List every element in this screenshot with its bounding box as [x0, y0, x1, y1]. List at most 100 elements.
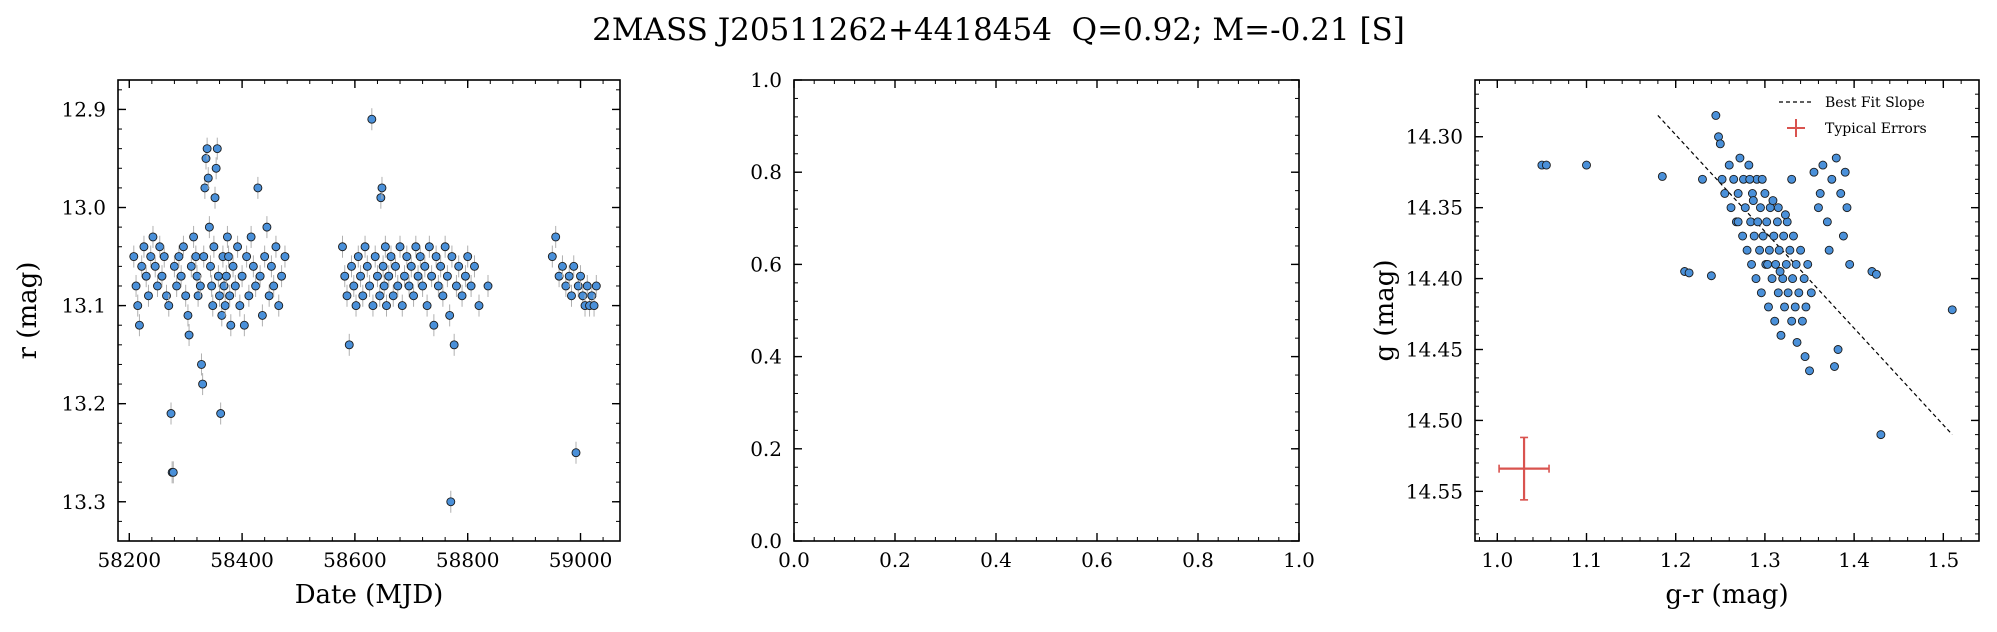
data-point: [141, 271, 151, 281]
data-point: [1801, 302, 1811, 312]
y-axis-label: r (mag): [13, 262, 43, 360]
data-point: [225, 291, 235, 301]
data-point: [1792, 337, 1802, 347]
data-point: [438, 291, 448, 301]
data-point: [386, 252, 396, 262]
panel-lightcurve: 58200 58400 58600 58800 59000 12.9 13.0 13.1 13.…: [13, 79, 621, 610]
data-point: [1805, 366, 1814, 376]
data-point: [1757, 174, 1767, 184]
data-point: [449, 340, 459, 350]
data-point: [134, 320, 144, 330]
data-point: [1789, 231, 1798, 241]
data-point: [1871, 269, 1881, 279]
data-point: [1773, 288, 1783, 298]
data-point: [206, 261, 215, 271]
data-point: [338, 242, 347, 252]
data-point: [1831, 153, 1841, 163]
y-tick-label: 12.9: [61, 97, 106, 121]
data-point: [379, 281, 389, 291]
data-point: [340, 271, 350, 281]
data-point: [442, 271, 452, 281]
data-point: [1771, 259, 1781, 269]
data-point: [409, 291, 419, 301]
y-axis-label: g (mag): [1370, 260, 1400, 362]
y-tick-label: 0.8: [750, 160, 782, 184]
data-point: [377, 183, 387, 193]
data-point: [174, 252, 184, 262]
data-point: [1749, 231, 1759, 241]
x-tick-label: 1.3: [1749, 548, 1781, 572]
data-point: [162, 291, 171, 301]
data-point: [1797, 316, 1807, 326]
data-point: [1809, 167, 1819, 177]
data-point: [368, 301, 378, 311]
data-point: [1780, 302, 1789, 312]
x-tick-label: 1.0: [1481, 548, 1513, 572]
data-point: [420, 261, 430, 271]
data-point: [554, 271, 564, 281]
y-tick-label: 1.0: [750, 68, 782, 92]
data-point: [242, 252, 252, 262]
data-point: [1845, 259, 1855, 269]
data-point: [1684, 268, 1694, 278]
data-point: [1794, 288, 1804, 298]
data-point: [384, 271, 394, 281]
figure-title: 2MASS J20511262+4418454 Q=0.92; M=-0.21 …: [592, 12, 1405, 48]
data-point: [137, 261, 147, 271]
data-point: [280, 252, 290, 262]
data-point: [235, 301, 245, 311]
data-point: [466, 281, 476, 291]
data-point: [230, 281, 240, 291]
data-point: [1806, 288, 1816, 298]
data-point: [1833, 345, 1843, 354]
data-point: [1756, 288, 1766, 298]
data-point: [463, 252, 473, 262]
data-point: [193, 291, 203, 301]
data-point: [191, 252, 201, 262]
data-point: [178, 242, 188, 252]
data-point: [1815, 189, 1825, 198]
data-point: [1733, 217, 1743, 227]
data-point: [451, 281, 461, 291]
data-point: [157, 271, 167, 281]
data-point: [395, 242, 405, 252]
x-tick-label: 1.5: [1927, 548, 1959, 572]
data-point: [1787, 316, 1797, 326]
data-point: [195, 281, 205, 291]
data-point: [222, 232, 232, 242]
data-point: [1764, 245, 1774, 255]
data-point: [1758, 231, 1768, 241]
data-point: [1767, 274, 1777, 284]
data-point: [1800, 352, 1810, 362]
data-point: [239, 320, 249, 330]
panel-empty: 0.0 0.2 0.4 0.6 0.8 1.0 0.0 0.2 0.4 0.6 0.8 1.0: [750, 68, 1315, 572]
data-point: [1824, 245, 1834, 255]
data-point: [373, 271, 382, 281]
data-point: [1747, 259, 1756, 269]
data-point: [228, 261, 238, 271]
data-point: [216, 409, 226, 418]
data-point: [202, 144, 212, 154]
data-point: [415, 252, 425, 262]
data-point: [269, 281, 279, 291]
x-tick-label: 1.2: [1660, 548, 1692, 572]
data-point: [413, 271, 423, 281]
data-point: [176, 271, 186, 281]
data-point: [1813, 203, 1823, 213]
data-point: [255, 271, 265, 281]
x-tick-label: 58200: [97, 548, 161, 572]
data-point: [578, 291, 588, 301]
data-point: [260, 252, 270, 262]
data-point: [1735, 153, 1745, 163]
x-tick-label: 0.0: [778, 548, 810, 572]
data-point: [1836, 189, 1846, 198]
axes-frame: [793, 79, 1300, 542]
data-point: [1776, 330, 1786, 340]
data-point: [192, 271, 202, 281]
data-point: [402, 252, 412, 262]
data-point: [237, 271, 247, 281]
data-point: [404, 281, 414, 291]
data-point: [436, 261, 446, 271]
data-point: [150, 261, 160, 271]
